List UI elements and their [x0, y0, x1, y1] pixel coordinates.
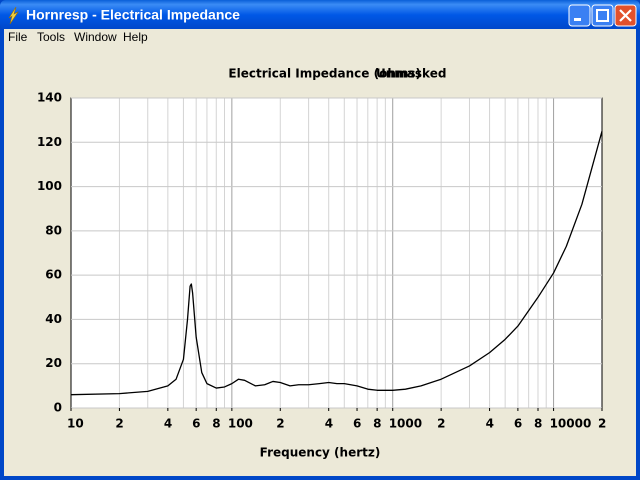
- x-tick-label: 8: [373, 417, 381, 431]
- x-tick-label: 6: [353, 417, 361, 431]
- menu-item[interactable]: Window: [74, 30, 117, 44]
- menu-item[interactable]: Help: [123, 30, 148, 44]
- y-tick-label: 0: [54, 401, 62, 415]
- y-tick-label: 80: [45, 223, 62, 237]
- y-tick-label: 100: [37, 179, 62, 193]
- x-tick-label: 2: [115, 417, 123, 431]
- x-tick-label: 4: [325, 417, 333, 431]
- x-axis-label: Frequency (hertz): [260, 446, 381, 460]
- minimize-button[interactable]: [568, 4, 591, 27]
- x-tick-label: 4: [486, 417, 494, 431]
- x-tick-label: 6: [514, 417, 522, 431]
- x-tick-label: 2: [598, 417, 606, 431]
- x-tick-label: 100: [228, 417, 253, 431]
- chart-subtitle: Unmasked: [376, 67, 446, 81]
- x-tick-label: 10: [67, 417, 84, 431]
- title-bar: [0, 0, 640, 30]
- x-tick-label: 4: [164, 417, 172, 431]
- x-tick-label: 8: [212, 417, 220, 431]
- close-button[interactable]: [614, 4, 637, 27]
- x-tick-label: 10000: [550, 417, 592, 431]
- window-title: Hornresp - Electrical Impedance: [26, 7, 240, 23]
- impedance-curve: [70, 131, 603, 396]
- x-tick-label: 2: [437, 417, 445, 431]
- x-tick-label: 1000: [389, 417, 422, 431]
- maximize-button[interactable]: [591, 4, 614, 27]
- y-tick-label: 60: [45, 268, 62, 282]
- y-tick-label: 140: [37, 91, 62, 105]
- x-tick-label: 8: [534, 417, 542, 431]
- y-tick-label: 20: [45, 356, 62, 370]
- menu-bar: File Tools Window Help: [8, 30, 148, 44]
- plot-area: [70, 97, 603, 409]
- y-tick-label: 40: [45, 312, 62, 326]
- chart-title: Electrical Impedance (ohms): [228, 67, 421, 81]
- x-tick-label: 2: [276, 417, 284, 431]
- app-icon: [8, 6, 19, 25]
- menu-item[interactable]: Tools: [37, 30, 65, 44]
- menu-item[interactable]: File: [8, 30, 28, 44]
- y-tick-label: 120: [37, 135, 62, 149]
- x-tick-label: 6: [192, 417, 200, 431]
